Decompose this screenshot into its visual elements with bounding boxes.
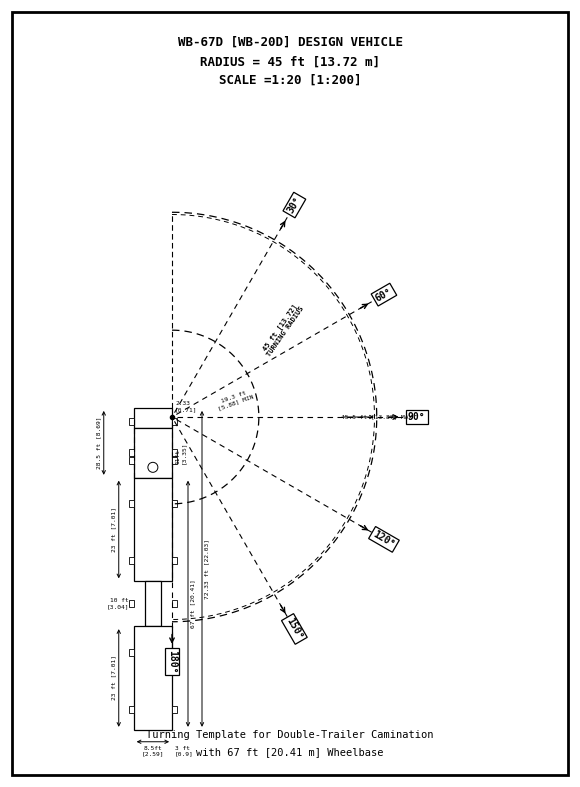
Bar <box>129 648 134 656</box>
Text: with 67 ft [20.41 m] Wheelbase: with 67 ft [20.41 m] Wheelbase <box>196 747 384 757</box>
Bar <box>134 408 172 428</box>
Text: 120°: 120° <box>371 529 397 549</box>
Bar <box>134 428 172 478</box>
Bar <box>172 648 176 656</box>
Text: 90°: 90° <box>408 412 426 422</box>
Bar <box>172 449 176 456</box>
Bar <box>134 626 172 730</box>
Text: 28.5 ft [8.69]: 28.5 ft [8.69] <box>97 416 101 469</box>
Text: RADIUS = 45 ft [13.72 m]: RADIUS = 45 ft [13.72 m] <box>200 56 380 68</box>
Text: 23 ft [7.01]: 23 ft [7.01] <box>112 656 117 700</box>
Text: 23 ft [7.01]: 23 ft [7.01] <box>112 507 117 552</box>
Text: 150°: 150° <box>284 616 304 641</box>
Bar <box>172 500 176 507</box>
Bar <box>172 418 176 425</box>
Text: 10 ft
[3.04]: 10 ft [3.04] <box>106 598 129 609</box>
Text: 180°: 180° <box>167 650 177 674</box>
Text: 72.33 ft [22.03]: 72.33 ft [22.03] <box>204 539 209 599</box>
Bar <box>129 449 134 456</box>
Text: WB-67D [WB-20D] DESIGN VEHICLE: WB-67D [WB-20D] DESIGN VEHICLE <box>177 35 403 49</box>
Bar <box>129 418 134 425</box>
Text: 30°: 30° <box>285 195 303 215</box>
Bar <box>145 582 161 626</box>
Text: 45 ft [13.72]
TURNING RADIUS: 45 ft [13.72] TURNING RADIUS <box>260 301 305 357</box>
Bar <box>172 706 176 712</box>
Text: SCALE =1:20 [1:200]: SCALE =1:20 [1:200] <box>219 73 361 87</box>
Text: 19.3 ft
[5.88] MIN: 19.3 ft [5.88] MIN <box>215 389 255 412</box>
Text: 8.5ft
[2.59]: 8.5ft [2.59] <box>142 746 164 756</box>
Text: 3 ft
[0.9]: 3 ft [0.9] <box>175 746 194 756</box>
Text: Turning Template for Double-Trailer Camination: Turning Template for Double-Trailer Cami… <box>146 730 434 740</box>
Text: 60°: 60° <box>374 286 394 303</box>
Bar <box>129 457 134 464</box>
Bar <box>172 600 176 608</box>
Text: 2.33
[0.71]: 2.33 [0.71] <box>175 401 198 412</box>
Text: 67 ft [20.41]: 67 ft [20.41] <box>190 579 195 628</box>
Text: 11ft
[3.35]: 11ft [3.35] <box>175 442 186 464</box>
Bar <box>172 457 176 464</box>
Bar <box>134 478 172 582</box>
Bar <box>172 557 176 564</box>
Text: 45.5 ft [13.87] MAX: 45.5 ft [13.87] MAX <box>341 415 412 419</box>
Bar <box>129 500 134 507</box>
Bar <box>129 600 134 608</box>
Bar <box>129 706 134 712</box>
Bar <box>129 557 134 564</box>
